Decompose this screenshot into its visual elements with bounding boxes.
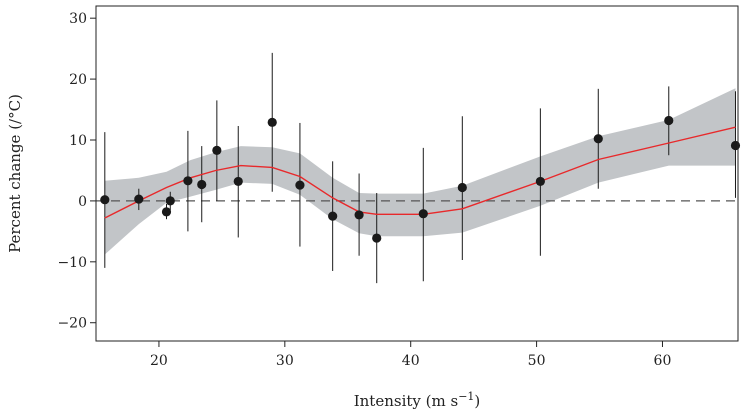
data-point (183, 176, 193, 186)
data-point (354, 210, 364, 220)
data-point (267, 117, 277, 127)
fit-line-layer (104, 126, 736, 219)
data-point (165, 196, 175, 206)
data-point (328, 211, 338, 221)
confidence-band (104, 88, 736, 255)
x-axis-title-superscript: −1 (458, 390, 474, 403)
x-axis-title-main: Intensity (m s (354, 392, 458, 410)
x-axis-title: Intensity (m s−1) (354, 390, 481, 410)
x-tick-label: 20 (150, 353, 168, 369)
plot-frame (95, 5, 739, 342)
x-tick-label: 30 (276, 353, 294, 369)
data-point (295, 180, 305, 190)
x-tick-label: 50 (528, 353, 546, 369)
data-point (100, 195, 110, 205)
data-point (212, 145, 222, 155)
x-tick-label: 40 (402, 353, 420, 369)
y-tick-label: 0 (78, 194, 87, 210)
y-tick-label: 30 (69, 11, 87, 27)
data-point (161, 207, 172, 217)
data-point (418, 209, 428, 219)
data-point (730, 140, 741, 151)
y-tick-label: 10 (69, 133, 87, 149)
y-tick-label: −10 (57, 255, 87, 271)
axes: −20 −10 0 10 20 30 20 30 40 50 60 (57, 5, 739, 369)
y-tick-label: 20 (69, 72, 87, 88)
data-point (372, 233, 382, 243)
data-point (457, 182, 467, 193)
confidence-band-layer (104, 88, 736, 255)
data-point-layer (100, 115, 741, 243)
fit-line (104, 126, 736, 219)
data-point (197, 179, 207, 190)
x-axis-title-end: ) (474, 392, 480, 410)
data-point (593, 134, 603, 144)
x-tick-label: 60 (654, 353, 672, 369)
data-point (535, 176, 545, 187)
y-axis-title: Percent change (/°C) (6, 94, 24, 253)
data-point (134, 194, 144, 204)
data-point (664, 115, 674, 126)
y-tick-label: −20 (57, 316, 87, 332)
data-point (233, 176, 243, 187)
